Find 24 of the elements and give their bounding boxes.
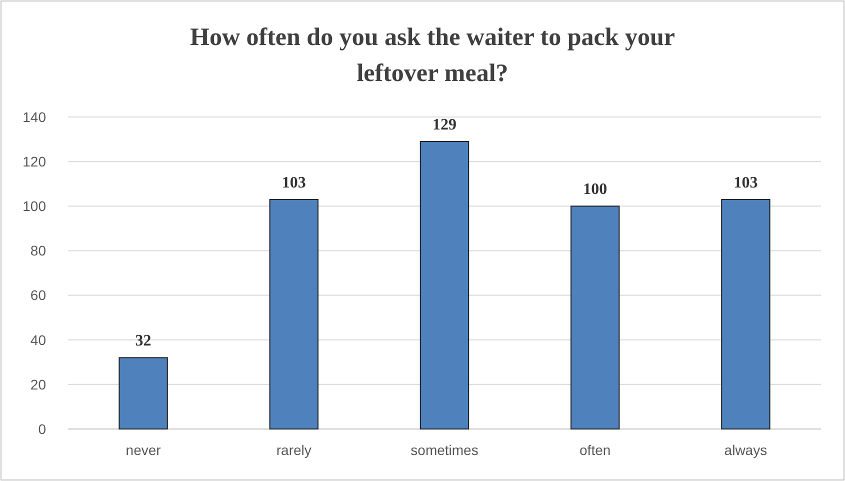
bar xyxy=(269,198,318,430)
y-tick-label: 60 xyxy=(30,287,46,304)
x-tick-label: never xyxy=(126,442,162,458)
y-tick-label: 140 xyxy=(22,108,46,125)
y-tick-label: 100 xyxy=(22,198,46,214)
data-label: 103 xyxy=(282,174,306,192)
x-tick-label: rarely xyxy=(276,442,312,458)
data-label: 103 xyxy=(734,174,758,192)
data-label: 129 xyxy=(432,116,456,134)
y-tick-label: 40 xyxy=(30,332,46,348)
data-label: 100 xyxy=(583,181,608,198)
y-tick-label: 0 xyxy=(38,420,46,437)
chart-title: How often do you ask the waiter to pack your leftover meal? xyxy=(190,24,675,87)
bar xyxy=(570,206,620,430)
bar xyxy=(420,141,470,430)
x-tick-label: sometimes xyxy=(410,442,478,458)
data-label: 32 xyxy=(135,332,152,350)
x-tick-label: often xyxy=(580,442,611,458)
bar xyxy=(118,357,168,430)
x-tick-label: always xyxy=(724,442,768,458)
y-tick-label: 80 xyxy=(30,242,46,259)
y-tick-label: 120 xyxy=(22,153,46,170)
bar xyxy=(721,198,770,430)
y-tick-label: 20 xyxy=(30,376,46,392)
